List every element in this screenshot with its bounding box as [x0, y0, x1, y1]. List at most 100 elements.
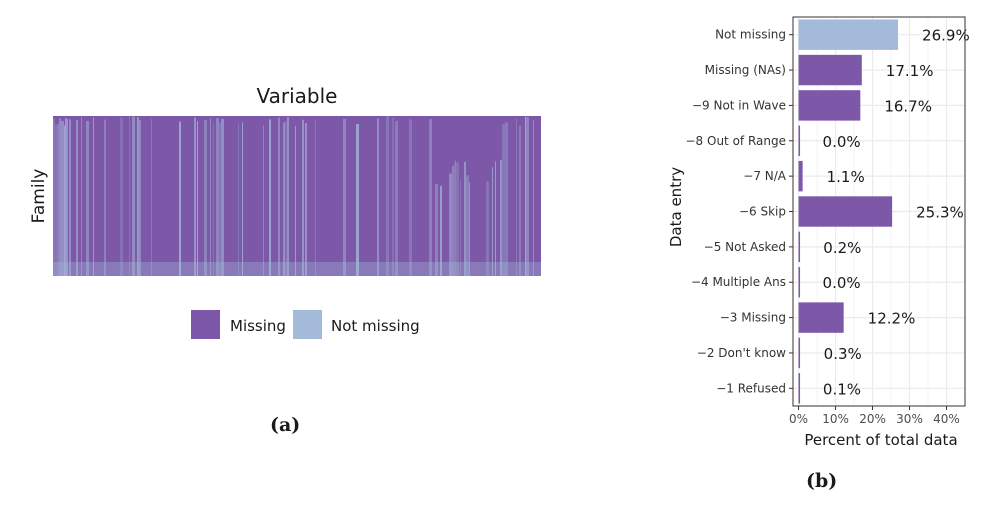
x-tick-label: 10%: [822, 412, 849, 426]
heatmap-stripe: [495, 161, 496, 276]
heatmap-stripe: [396, 120, 398, 276]
bar: [798, 231, 801, 263]
bar: [798, 267, 801, 298]
bar: [798, 196, 893, 227]
legend-swatch-missing: [191, 310, 220, 339]
heatmap-stripe: [65, 117, 66, 276]
category-label: −1 Refused: [716, 381, 786, 395]
value-label: 0.3%: [824, 345, 862, 363]
heatmap-stripe: [194, 117, 196, 277]
heatmap-cells: [53, 116, 541, 277]
panel-a-sublabel: (a): [270, 414, 301, 436]
heatmap-stripe: [449, 173, 452, 276]
value-label: 0.2%: [823, 239, 861, 257]
legend-label-not-missing: Not missing: [331, 317, 420, 335]
heatmap-stripe: [197, 121, 198, 277]
x-tick-label: 20%: [859, 412, 886, 426]
heatmap-stripe: [137, 117, 138, 276]
heatmap-stripe: [464, 161, 466, 276]
category-label: −5 Not Asked: [704, 240, 786, 254]
heatmap-stripe: [269, 119, 271, 277]
heatmap-stripe: [104, 119, 106, 276]
bar-series: [798, 19, 899, 404]
category-label: Missing (NAs): [705, 63, 786, 77]
heatmap-stripe: [343, 118, 346, 276]
heatmap-stripe: [500, 159, 502, 276]
legend-swatch-not-missing: [293, 310, 322, 339]
heatmap-stripe: [302, 119, 304, 276]
heatmap-stripe: [435, 184, 438, 276]
heatmap-stripe: [455, 160, 456, 276]
heatmap-stripe: [377, 118, 379, 276]
bar: [798, 19, 899, 50]
value-label: 17.1%: [886, 62, 934, 80]
heatmap-ylabel: Family: [29, 169, 49, 224]
heatmap-stripe: [525, 116, 526, 276]
heatmap-stripe: [210, 118, 211, 277]
value-labels: 26.9% 17.1% 16.7% 0.0% 1.1% 25.3% 0.2% 0.0% 12.2…: [823, 27, 970, 399]
value-label: 1.1%: [827, 168, 865, 186]
heatmap-stripe: [120, 117, 123, 276]
heatmap-stripe: [132, 116, 135, 276]
heatmap-stripe: [66, 118, 68, 276]
x-ticks: 0% 10% 20% 30% 40%: [789, 34, 960, 426]
value-label: 0.0%: [823, 133, 861, 151]
bar: [798, 337, 801, 369]
heatmap-stripe: [386, 116, 389, 276]
category-label: −8 Out of Range: [686, 134, 787, 148]
heatmap-stripe: [315, 119, 316, 276]
heatmap-stripe: [179, 121, 181, 276]
category-label: −6 Skip: [739, 205, 786, 219]
heatmap-stripe: [454, 162, 455, 276]
heatmap-stripe: [219, 123, 221, 276]
heatmap-stripe: [440, 186, 442, 276]
heatmap-stripe: [61, 120, 64, 276]
heatmap-stripe: [55, 124, 57, 276]
heatmap-title: Variable: [257, 84, 338, 108]
heatmap-stripe: [204, 120, 207, 276]
heatmap-stripe: [263, 125, 264, 276]
heatmap-stripe: [295, 125, 296, 277]
heatmap-stripe: [285, 120, 287, 276]
bar: [798, 54, 862, 86]
category-label: −2 Don't know: [697, 346, 786, 360]
bar-chart: Not missing Missing (NAs) −9 Not in Wave −8…: [667, 16, 970, 449]
heatmap-stripe: [139, 120, 141, 277]
category-label: −9 Not in Wave: [692, 98, 786, 112]
heatmap-stripe: [57, 123, 59, 276]
panel-a: Variable Family Missing Not missing (a): [29, 84, 541, 436]
heatmap-stripe: [216, 118, 219, 276]
value-label: 0.1%: [823, 380, 861, 398]
category-label: −7 N/A: [743, 169, 787, 183]
heatmap-stripe: [469, 182, 470, 276]
y-axis-label: Data entry: [667, 167, 685, 247]
heatmap-stripe: [69, 119, 71, 276]
heatmap-stripe: [466, 175, 469, 276]
heatmap-stripe: [86, 120, 89, 276]
plot-frame: [792, 16, 966, 407]
heatmap-legend: Missing Not missing: [191, 310, 420, 339]
value-label: 16.7%: [884, 97, 932, 115]
heatmap-stripe: [456, 162, 459, 276]
x-tick-label: 30%: [896, 412, 923, 426]
heatmap-stripe: [486, 181, 489, 276]
heatmap-stripe: [452, 166, 454, 276]
heatmap-stripe: [283, 122, 285, 276]
heatmap-bottom-band: [53, 262, 541, 276]
heatmap-stripe: [278, 117, 280, 277]
category-label: Not missing: [715, 28, 786, 42]
heatmap-stripe: [395, 121, 396, 277]
bar: [798, 302, 844, 333]
heatmap-stripe: [221, 118, 224, 277]
heatmap-stripe: [129, 116, 130, 276]
heatmap-stripe: [76, 120, 78, 276]
panel-b: Not missing Missing (NAs) −9 Not in Wave −8…: [560, 0, 998, 506]
bar: [798, 90, 861, 121]
category-label: −3 Missing: [720, 311, 786, 325]
heatmap-stripe: [213, 123, 214, 277]
heatmap-stripe: [64, 125, 65, 277]
heatmap-stripe: [505, 122, 508, 277]
heatmap-chart: Variable Family Missing Not missing: [29, 84, 541, 339]
heatmap-stripe: [526, 117, 529, 276]
heatmap-stripe: [516, 117, 517, 276]
